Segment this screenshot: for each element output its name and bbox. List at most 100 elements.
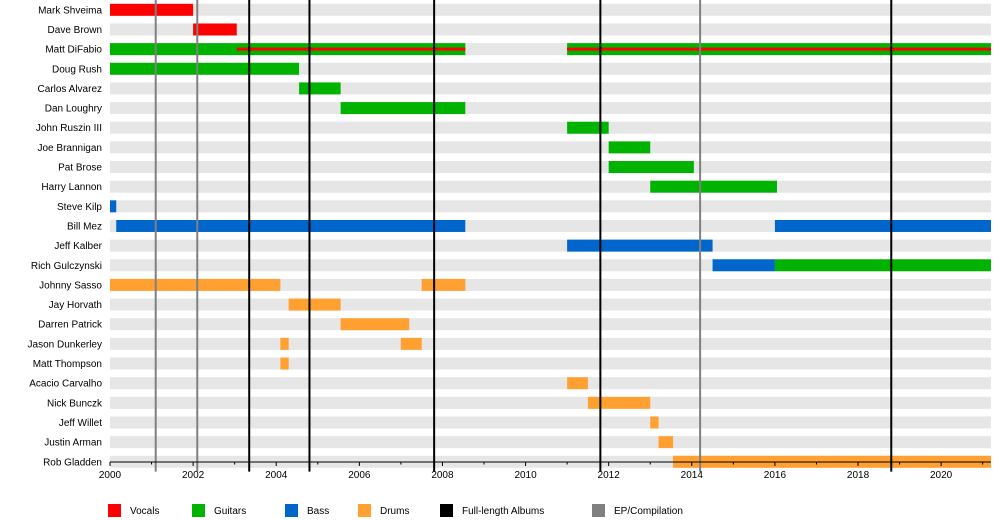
row-stripe <box>110 62 991 75</box>
member-label: Dave Brown <box>48 25 102 36</box>
x-tick-label: 2018 <box>847 470 870 481</box>
member-label: Acacio Carvalho <box>29 379 102 390</box>
legend-label-album: Full-length Albums <box>462 506 544 517</box>
member-label: Doug Rush <box>52 64 102 75</box>
legend-label-bass: Bass <box>307 506 329 517</box>
member-label: Joe Brannigan <box>38 143 103 154</box>
row-stripe <box>110 396 991 409</box>
x-tick-label: 2008 <box>431 470 454 481</box>
x-tick-label: 2006 <box>348 470 371 481</box>
member-label: Bill Mez <box>67 221 102 232</box>
member-label: Jeff Willet <box>59 418 102 429</box>
member-label: Rich Gulczynski <box>31 261 102 272</box>
row-stripe <box>110 436 991 449</box>
legend-swatch-ep <box>592 504 605 517</box>
member-bar-drums <box>288 298 341 311</box>
member-label: Pat Brose <box>58 163 102 174</box>
member-bar-vocals <box>110 3 194 16</box>
member-bar-bass <box>774 219 991 232</box>
member-bar-guitars <box>299 82 341 95</box>
member-label: Carlos Alvarez <box>38 84 102 95</box>
member-label: Harry Lannon <box>41 182 102 193</box>
legend-swatch-album <box>440 504 453 517</box>
row-stripe <box>110 3 991 16</box>
member-bar-drums <box>280 357 289 370</box>
row-stripe <box>110 23 991 36</box>
row-stripe <box>110 200 991 213</box>
row-stripe <box>110 121 991 134</box>
row-stripe <box>110 102 991 115</box>
x-tick-label: 2004 <box>265 470 288 481</box>
member-label: John Ruszin III <box>36 123 102 134</box>
row-stripe <box>110 357 991 370</box>
member-label: Matt DiFabio <box>45 45 102 56</box>
x-axis: 2000 2002 2004 2006 2008 2010 2012 2014 2016 2018… <box>99 461 991 481</box>
member-bar-bass <box>110 200 117 213</box>
member-bar-drums <box>650 416 659 429</box>
x-tick-label: 2010 <box>514 470 537 481</box>
member-label: Justin Arman <box>44 438 102 449</box>
row-stripe <box>110 377 991 390</box>
row-stripe <box>110 161 991 174</box>
member-bar-guitars <box>650 180 777 193</box>
row-stripe <box>110 180 991 193</box>
member-label: Rob Gladden <box>43 457 102 468</box>
x-tick-label: 2000 <box>99 470 122 481</box>
row-stripe <box>110 318 991 331</box>
member-bar-guitars <box>340 102 466 115</box>
x-tick-label: 2020 <box>930 470 953 481</box>
release-lines <box>154 0 893 472</box>
member-bar-vocals <box>567 47 991 51</box>
member-bar-drums <box>340 318 410 331</box>
member-label: Jay Horvath <box>49 300 102 311</box>
member-bar-vocals <box>193 23 237 36</box>
member-bar-guitars <box>567 121 609 134</box>
legend-swatch-drums <box>358 504 371 517</box>
row-stripe <box>110 82 991 95</box>
x-tick-label: 2002 <box>182 470 205 481</box>
legend-swatch-vocals <box>108 504 121 517</box>
member-bar-guitars <box>608 161 694 174</box>
member-label: Jeff Kalber <box>54 241 102 252</box>
x-tick-label: 2012 <box>598 470 621 481</box>
legend: Vocals Guitars Bass Drums Full-length Albums… <box>108 504 683 517</box>
member-bar-bass <box>567 239 713 252</box>
member-bar-drums <box>567 377 588 390</box>
member-bar-bass <box>116 219 466 232</box>
member-labels: Mark Shveima Dave Brown Matt DiFabio Doug R… <box>28 5 103 468</box>
member-bar-drums <box>587 396 651 409</box>
row-stripe <box>110 239 991 252</box>
member-bar-guitars <box>608 141 651 154</box>
member-bar-drums <box>400 337 422 350</box>
member-bar-drums <box>421 278 466 291</box>
member-bar-drums <box>110 278 281 291</box>
member-label: Nick Bunczk <box>47 398 103 409</box>
member-label: Darren Patrick <box>38 320 103 331</box>
member-bar-guitars <box>774 259 991 272</box>
row-stripe <box>110 278 991 291</box>
member-bars <box>110 3 991 468</box>
member-label: Dan Loughry <box>45 104 102 115</box>
legend-label-ep: EP/Compilation <box>614 506 683 517</box>
x-tick-label: 2014 <box>681 470 704 481</box>
member-label: Mark Shveima <box>38 5 102 16</box>
member-bar-guitars <box>110 62 300 75</box>
row-stripe <box>110 416 991 429</box>
row-stripe <box>110 337 991 350</box>
member-bar-bass <box>712 259 775 272</box>
x-tick-label: 2016 <box>764 470 787 481</box>
member-label: Johnny Sasso <box>39 280 102 291</box>
row-stripe <box>110 141 991 154</box>
member-bar-vocals <box>236 47 466 51</box>
legend-swatch-bass <box>285 504 298 517</box>
member-bar-drums <box>280 337 289 350</box>
member-label: Steve Kilp <box>57 202 102 213</box>
row-stripe <box>110 298 991 311</box>
member-label: Jason Dunkerley <box>28 339 102 350</box>
member-bar-drums <box>658 436 674 449</box>
legend-swatch-guitars <box>192 504 205 517</box>
legend-label-vocals: Vocals <box>130 506 159 517</box>
legend-label-drums: Drums <box>380 506 409 517</box>
member-label: Matt Thompson <box>33 359 102 370</box>
